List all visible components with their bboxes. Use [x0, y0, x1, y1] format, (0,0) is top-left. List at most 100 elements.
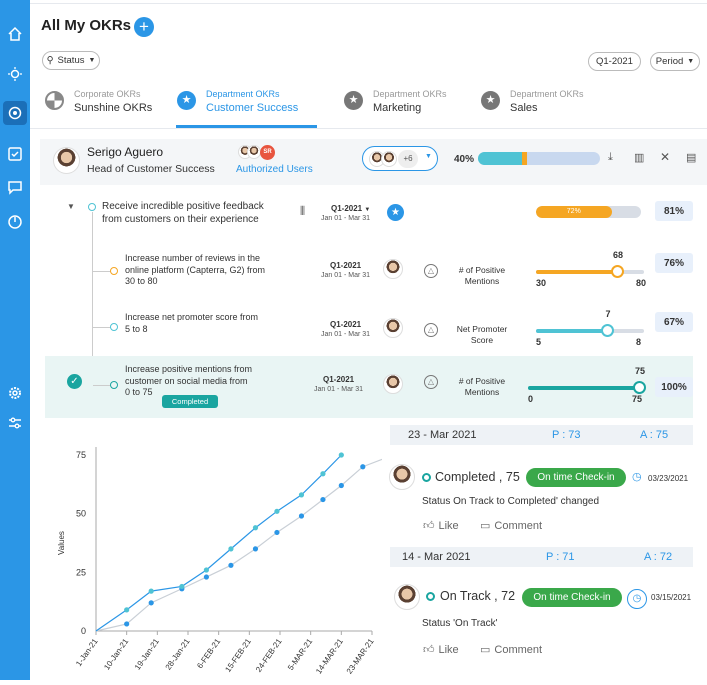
checkin-date: 23 - Mar 2021 [408, 429, 477, 441]
status-filter-label: Status [57, 55, 85, 66]
key-result-title[interactable]: Increase positive mentions from customer… [125, 364, 252, 399]
thumbs-up-icon: 👍︎ [423, 644, 435, 656]
x-tick-label: 19-Jan-21 [133, 637, 161, 672]
key-result-line: customer on social media from [125, 375, 248, 386]
slider-fill [528, 386, 640, 390]
tab-customer-success[interactable]: ★ Department OKRs Customer Success [177, 88, 317, 128]
left-nav-rail [0, 0, 30, 680]
comments-icon[interactable]: ▤ [686, 152, 697, 164]
slider-fill [536, 270, 618, 274]
active-tab-indicator [176, 125, 317, 128]
home-icon[interactable] [3, 22, 27, 46]
authorized-avatars[interactable]: SR [238, 145, 278, 161]
metric-line: Score [470, 335, 494, 345]
tab-name-label: Customer Success [206, 102, 299, 114]
settings-gear-icon[interactable] [3, 381, 27, 405]
slider-thumb[interactable] [611, 265, 624, 278]
objective-title[interactable]: Receive incredible positive feedback fro… [102, 200, 264, 226]
key-result-slider[interactable]: 75 0 75 [528, 366, 646, 404]
on-time-badge: On time Check-in [526, 468, 626, 487]
checkin-date-header: 14 - Mar 2021 P : 71 A : 72 [390, 547, 693, 567]
chevron-down-icon: ▼ [687, 58, 695, 65]
tab-marketing[interactable]: ★ Department OKRs Marketing [344, 88, 464, 128]
authorized-users-link[interactable]: Authorized Users [236, 164, 313, 175]
star-icon: ★ [387, 204, 404, 221]
x-tick-label: 24-FEB-21 [254, 637, 284, 674]
period-select[interactable]: Period ▼ [650, 52, 700, 71]
metric-label: # of Positive Mentions [444, 265, 520, 287]
sliders-icon[interactable] [3, 411, 27, 435]
key-result-title[interactable]: Increase net promoter score from 5 to 8 [125, 312, 258, 335]
checklist-icon[interactable] [3, 142, 27, 166]
y-tick-label: 50 [76, 509, 86, 519]
objective-quarter[interactable]: Q1-2021 ▼ [331, 204, 370, 213]
data-point [298, 492, 305, 498]
slider-current-value: 7 [605, 309, 611, 319]
metric-line: # of Positive [458, 376, 506, 386]
target-icon[interactable] [3, 101, 27, 125]
owner-name: Serigo Aguero [87, 145, 164, 159]
key-result-title[interactable]: Increase number of reviews in the online… [125, 253, 265, 288]
chart-toggle-icon[interactable]: ⫴ [300, 204, 306, 218]
slider-thumb[interactable] [633, 381, 646, 394]
objective-dates: Jan 01 - Mar 31 [321, 215, 371, 222]
comment-button[interactable]: ▭ Comment [480, 643, 542, 657]
quarter-select[interactable]: Q1-2021 [588, 52, 641, 71]
gauge-icon[interactable] [3, 210, 27, 234]
like-button[interactable]: 👍︎ Like [423, 519, 459, 533]
filter-icon: ⚲ [46, 55, 54, 66]
owner-avatar [53, 147, 80, 174]
key-result-owner-avatar [383, 259, 403, 279]
slider-current-value: 68 [612, 250, 623, 260]
star-icon: ★ [481, 91, 500, 110]
download-icon[interactable]: ⤓ [608, 151, 613, 163]
tree-branch [93, 385, 111, 386]
tab-corporate-sunshine[interactable]: Corporate OKRs Sunshine OKRs [45, 88, 165, 128]
team-members-dropdown[interactable]: +6 ▼ [362, 146, 438, 171]
star-icon: ★ [177, 91, 196, 110]
tabs-divider [30, 128, 707, 129]
key-result-dot-icon [110, 323, 118, 331]
y-tick-label: 75 [76, 450, 86, 460]
data-point [338, 482, 344, 489]
like-button[interactable]: 👍︎ Like [423, 643, 459, 657]
checkin-actual: A : 75 [640, 429, 669, 441]
data-point [148, 600, 154, 606]
objective-title-line: Receive incredible positive feedback [102, 201, 264, 212]
slider-thumb[interactable] [601, 324, 614, 337]
slider-current-value: 75 [634, 366, 645, 376]
checkin-note: Status On Track to Completed' changed [422, 496, 600, 507]
comment-button[interactable]: ▭ Comment [480, 519, 542, 533]
tree-branch [93, 327, 111, 328]
data-point [124, 607, 130, 613]
checkin-date: 14 - Mar 2021 [402, 551, 471, 563]
objective-progress-bar: 72% [536, 206, 641, 218]
bar-chart-icon[interactable]: ▥ [634, 152, 645, 164]
slider-start-value: 5 [536, 337, 542, 347]
checkin-date-header: 23 - Mar 2021 P : 73 A : 75 [390, 425, 693, 445]
metric-type-icon: △ [424, 323, 438, 337]
metric-label: # of Positive Mentions [444, 376, 520, 398]
key-result-slider[interactable]: 68 30 80 [536, 250, 646, 288]
comment-icon: ▭ [480, 644, 491, 656]
metric-line: Mentions [464, 387, 500, 397]
more-members-count: +6 [398, 150, 418, 168]
key-result-pct: 76% [655, 253, 693, 273]
checkin-planned: P : 71 [546, 551, 575, 563]
chat-icon[interactable] [3, 175, 27, 199]
bulb-icon[interactable] [3, 62, 27, 86]
collapse-caret-icon[interactable]: ▼ [67, 202, 75, 211]
x-tick-label: 28-Jan-21 [164, 637, 192, 672]
add-okr-button[interactable]: + [134, 17, 154, 37]
key-result-slider[interactable]: 7 5 8 [536, 309, 644, 347]
checkin-avatar [394, 584, 420, 610]
completed-badge: Completed [162, 395, 218, 408]
y-tick-label: 0 [81, 626, 86, 636]
collapse-icon[interactable]: ✕ [660, 150, 671, 164]
slider-target-value: 80 [636, 278, 647, 288]
comment-icon: ▭ [480, 520, 491, 532]
tab-sales[interactable]: ★ Department OKRs Sales [481, 88, 601, 128]
data-point [179, 583, 185, 590]
owner-progress-bar [478, 152, 600, 165]
status-filter[interactable]: ⚲ Status ▼ [42, 51, 100, 70]
